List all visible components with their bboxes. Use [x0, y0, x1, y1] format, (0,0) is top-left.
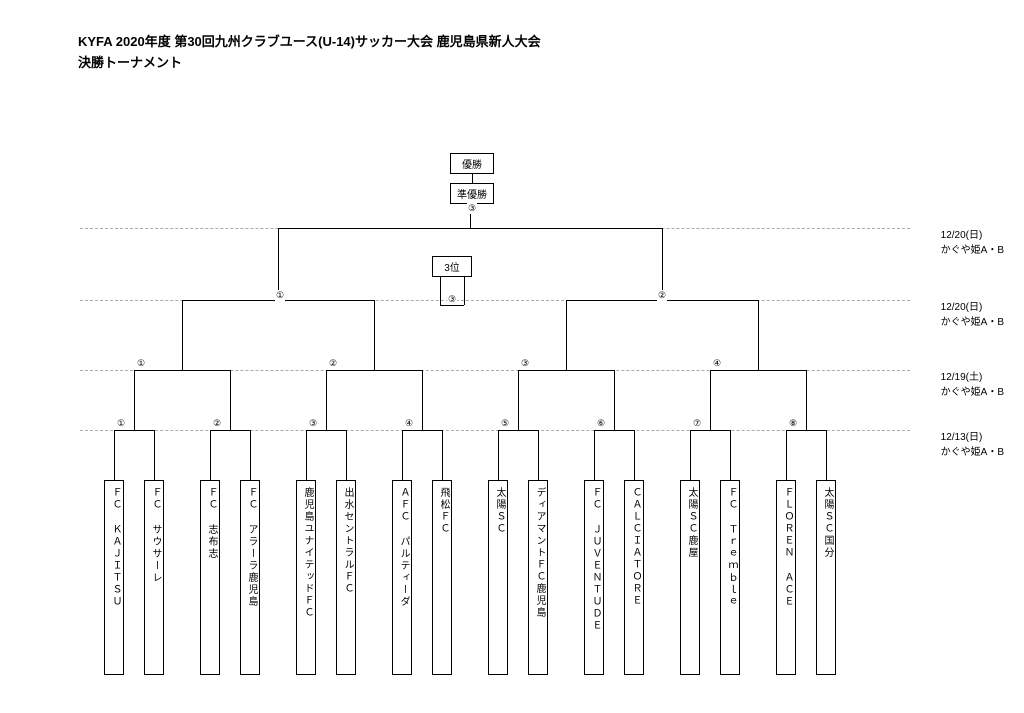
bracket-line — [134, 370, 135, 430]
team-box: ディアマントＦＣ鹿児島 — [528, 480, 548, 675]
team-box: ＦＣ サウサーレ — [144, 480, 164, 675]
team-box: 出水セントラルＦＣ — [336, 480, 356, 675]
round-sf-label: 12/20(日) かぐや姫A・B — [941, 300, 1004, 330]
bracket-line — [230, 370, 231, 430]
r1-marker: ⑤ — [500, 418, 510, 429]
qf-marker: ③ — [520, 358, 530, 369]
qf-marker: ② — [328, 358, 338, 369]
bracket-line — [786, 430, 826, 431]
team-box: ＣＡＬＣＩＡＴＯＲＥ — [624, 480, 644, 675]
bracket-line — [730, 430, 731, 480]
bracket-line — [306, 430, 346, 431]
third-place-box: 3位 — [432, 256, 472, 277]
bracket-line — [594, 430, 634, 431]
bracket-line — [440, 274, 441, 305]
bracket-line — [518, 370, 519, 430]
round-date: 12/20(日) — [941, 300, 1004, 315]
round-date: 12/13(日) — [941, 430, 1004, 445]
title-line-1: KYFA 2020年度 第30回九州クラブユース(U-14)サッカー大会 鹿児島… — [78, 32, 541, 53]
bracket-line — [402, 430, 442, 431]
bracket-line — [464, 274, 465, 305]
team-box: ＦＣ ＫＡＪＩＴＳＵ — [104, 480, 124, 675]
bracket-line — [566, 300, 567, 370]
r1-marker: ⑧ — [788, 418, 798, 429]
bracket-line — [710, 370, 806, 371]
bracket-line — [442, 430, 443, 480]
bracket-line — [594, 430, 595, 480]
r1-marker: ⑦ — [692, 418, 702, 429]
round-venue: かぐや姫A・B — [941, 243, 1004, 258]
bracket-line — [326, 370, 422, 371]
final-marker: ③ — [467, 203, 477, 214]
team-box: ＡＦＣ パルティーダ — [392, 480, 412, 675]
round-date: 12/19(土) — [941, 370, 1004, 385]
round-qf-label: 12/19(土) かぐや姫A・B — [941, 370, 1004, 400]
bracket-line — [154, 430, 155, 480]
bracket-line — [518, 370, 614, 371]
r1-marker: ④ — [404, 418, 414, 429]
third-marker: ③ — [447, 294, 457, 305]
bracket-line — [114, 430, 115, 480]
team-box: ＦＣ ＪＵＶＥＮＴＵＤＥ — [584, 480, 604, 675]
bracket-line — [634, 430, 635, 480]
bracket-line — [422, 370, 423, 430]
bracket-line — [210, 430, 250, 431]
bracket-line — [306, 430, 307, 480]
qf-marker: ④ — [712, 358, 722, 369]
bracket-line — [114, 430, 154, 431]
sf-right-marker: ② — [657, 290, 667, 301]
round-venue: かぐや姫A・B — [941, 385, 1004, 400]
round-venue: かぐや姫A・B — [941, 445, 1004, 460]
bracket-line — [690, 430, 730, 431]
r1-marker: ① — [116, 418, 126, 429]
runnerup-box: 準優勝 — [450, 183, 494, 204]
r1-marker: ② — [212, 418, 222, 429]
team-box: ＦＣ Ｔｒｅｍｂｌｅ — [720, 480, 740, 675]
bracket-line — [614, 370, 615, 430]
team-box: ＦＣ 志布志 — [200, 480, 220, 675]
r1-marker: ③ — [308, 418, 318, 429]
bracket-line — [278, 228, 662, 229]
team-box: ＦＬＯＲＥＮ ＡＣＥ — [776, 480, 796, 675]
bracket-line — [786, 430, 787, 480]
team-box: 鹿児島ユナイテッドＦＣ — [296, 480, 316, 675]
bracket-line — [538, 430, 539, 480]
bracket-line — [182, 300, 183, 370]
r1-marker: ⑥ — [596, 418, 606, 429]
bracket-line — [402, 430, 403, 480]
title-line-2: 決勝トーナメント — [78, 53, 541, 74]
bracket-line — [498, 430, 499, 480]
round-final-label: 12/20(日) かぐや姫A・B — [941, 228, 1004, 258]
champion-box: 優勝 — [450, 153, 494, 174]
bracket-line — [440, 305, 464, 306]
round-r1-label: 12/13(日) かぐや姫A・B — [941, 430, 1004, 460]
bracket-line — [134, 370, 230, 371]
round-venue: かぐや姫A・B — [941, 315, 1004, 330]
bracket-line — [374, 300, 375, 370]
bracket-line — [210, 430, 211, 480]
qf-marker: ① — [136, 358, 146, 369]
bracket-line — [826, 430, 827, 480]
team-box: 太陽ＳＣ鹿屋 — [680, 480, 700, 675]
bracket-line — [806, 370, 807, 430]
round-date: 12/20(日) — [941, 228, 1004, 243]
bracket-line — [710, 370, 711, 430]
bracket-line — [250, 430, 251, 480]
bracket-line — [758, 300, 759, 370]
sf-left-marker: ① — [275, 290, 285, 301]
team-box: 太陽ＳＣ — [488, 480, 508, 675]
team-box: 飛松ＦＣ — [432, 480, 452, 675]
bracket-line — [498, 430, 538, 431]
bracket-line — [346, 430, 347, 480]
team-box: ＦＣ アラーラ鹿児島 — [240, 480, 260, 675]
bracket-line — [326, 370, 327, 430]
bracket-line — [690, 430, 691, 480]
team-box: 太陽ＳＣ国分 — [816, 480, 836, 675]
